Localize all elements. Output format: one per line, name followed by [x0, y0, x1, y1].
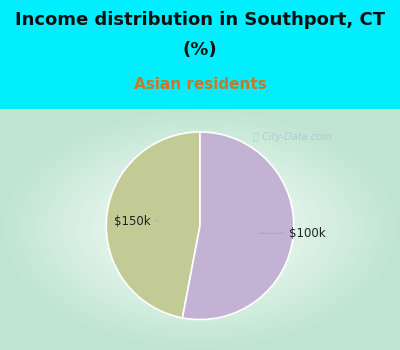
Text: $100k: $100k: [259, 227, 326, 240]
Text: Asian residents: Asian residents: [134, 77, 266, 92]
Text: $150k: $150k: [114, 215, 158, 228]
Text: (%): (%): [183, 41, 217, 59]
Wedge shape: [106, 132, 200, 318]
Wedge shape: [182, 132, 294, 320]
Text: Income distribution in Southport, CT: Income distribution in Southport, CT: [15, 11, 385, 29]
Text: ⓘ City-Data.com: ⓘ City-Data.com: [253, 133, 331, 142]
